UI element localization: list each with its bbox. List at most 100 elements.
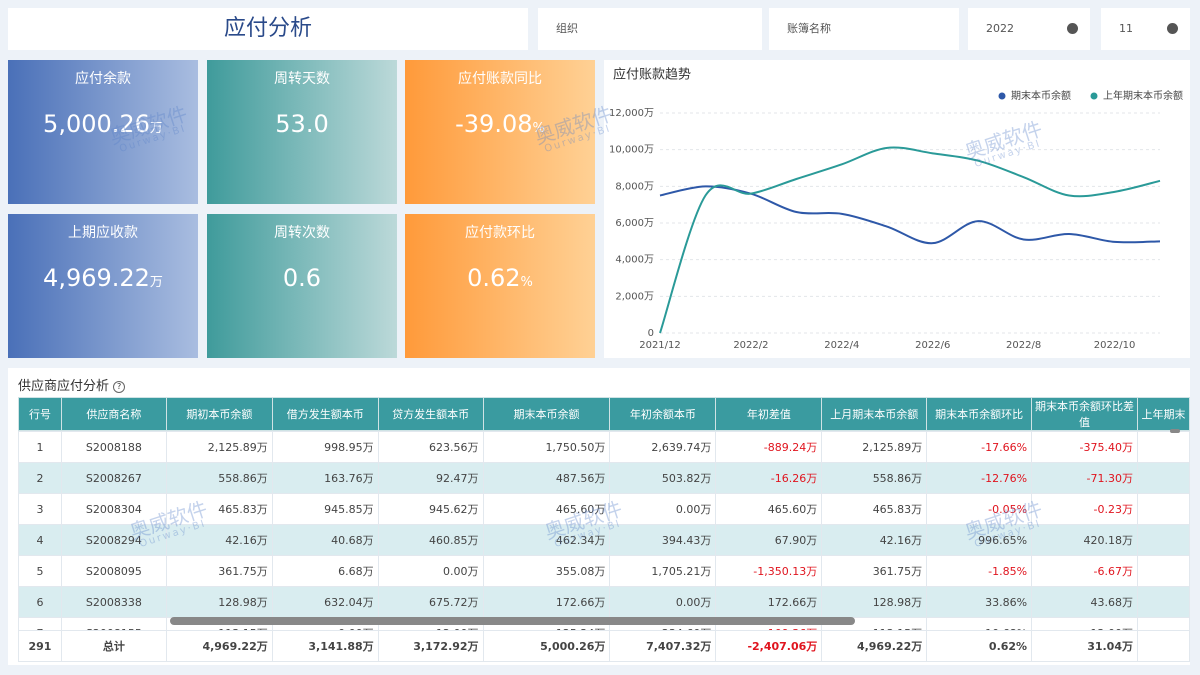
table-cell: 2,125.89万 [821,431,928,463]
filter-value: 11 [1119,22,1133,35]
table-cell: 总计 [60,630,167,662]
table-cell: -2,407.06万 [715,630,823,662]
table-cell: 43.68万 [1031,586,1138,618]
column-header: 期末本币余额环比差值 [1031,397,1138,431]
table-cell: S2008338 [60,586,167,618]
table-body: 1 S2008188 2,125.89万 998.95万 623.56万 1,750.50… [18,431,1190,630]
table-cell: 40.68万 [271,524,379,556]
table-cell: 487.56万 [482,462,611,494]
kpi-unit: 万 [149,121,163,136]
table-cell: 465.83万 [821,493,928,525]
kpi-card: 应付账款同比 -39.08% [405,60,595,204]
table-cell: 12.00万 [1031,617,1138,630]
clear-button[interactable] [1167,23,1178,34]
table-cell: -889.24万 [715,431,823,463]
clear-button[interactable] [1067,23,1078,34]
kpi-card: 周转次数 0.6 [207,214,397,358]
table-cell: 558.86万 [165,462,273,494]
table-cell: S2008267 [60,462,167,494]
table-cell: -71.30万 [1031,462,1138,494]
y-tick-label: 12,000万 [609,108,654,119]
scrollbar[interactable] [1170,429,1180,433]
series-line [659,146,1161,334]
kpi-card: 应付款环比 0.62% [405,214,595,358]
table-cell: 172.66万 [715,586,823,618]
kpi-value: -39.08% [405,110,595,138]
y-tick-label: 4,000万 [615,255,654,266]
table-cell: 7,407.32万 [609,630,717,662]
column-header: 供应商名称 [60,397,167,431]
kpi-label: 上期应收款 [68,225,138,241]
table-cell: 128.98万 [821,586,928,618]
x-tick-label: 2021/12 [639,340,681,351]
table-cell: 945.62万 [377,493,484,525]
kpi-number: -39.08 [455,110,533,138]
column-header: 期末本币余额 [482,397,611,431]
table-cell [1136,617,1190,630]
table-cell: 128.98万 [165,586,273,618]
table-cell [1136,586,1190,618]
kpi-number: 0.62 [467,264,521,292]
kpi-label: 周转次数 [274,225,330,241]
series-line [659,185,1161,245]
table-cell: 6 [18,586,62,618]
table-cell: 0.62% [926,630,1033,662]
column-header: 上年期末 [1137,397,1190,431]
table-cell: S2008304 [60,493,167,525]
column-header: 贷方发生额本币 [377,397,484,431]
table-cell [1136,462,1190,494]
filter[interactable]: 组织 [538,8,762,50]
kpi-card: 周转天数 53.0 [207,60,397,204]
chart: 应付账款趋势 0 2,000万 4,000万 6,000万 8,000万 10,000万 1… [604,60,1190,358]
table-cell: 31.04万 [1031,630,1138,662]
filter[interactable]: 账簿名称 [769,8,959,50]
table-cell: S2008155 [60,617,167,630]
table-cell: 462.34万 [482,524,611,556]
table-cell: 7 [18,617,62,630]
table-cell: 0.00万 [609,493,717,525]
scrollbar[interactable] [170,617,855,625]
table-cell: 42.16万 [165,524,273,556]
column-header: 年初余额本币 [609,397,717,431]
table-cell: 3,141.88万 [271,630,379,662]
table-foot: 291 总计 4,969.22万 3,141.88万 3,172.92万 5,000.26… [18,630,1190,662]
y-tick-label: 8,000万 [615,181,654,192]
table-cell: 0.00万 [609,586,717,618]
x-tick-label: 2022/4 [824,340,859,351]
x-tick-label: 2022/10 [1094,340,1136,351]
table-cell: S2008095 [60,555,167,587]
table-cell: -0.23万 [1031,493,1138,525]
table-cell: 3,172.92万 [377,630,484,662]
table-row: 6 S2008338 128.98万 632.04万 675.72万 172.66万 0.0… [18,586,1190,618]
filter[interactable]: 2022 [968,8,1090,50]
kpi-label: 周转天数 [274,71,330,87]
table-cell: -12.76% [926,462,1033,494]
table-cell: 465.60万 [715,493,823,525]
table-cell: 420.18万 [1031,524,1138,556]
kpi-label: 应付账款同比 [458,71,542,87]
table-cell: -17.66% [926,431,1033,463]
help-icon[interactable]: ? [113,380,126,393]
table-cell: 92.47万 [377,462,484,494]
table-row: 3 S2008304 465.83万 945.85万 945.62万 465.60万 0.0… [18,493,1190,525]
table-title-text: 供应商应付分析 [18,379,110,394]
column-header: 上月期末本币余额 [821,397,928,431]
kpi-number: 0.6 [282,264,322,292]
table-cell [1136,431,1190,463]
table-cell: 1 [18,431,62,463]
table-cell: -0.05% [926,493,1033,525]
table-row: 4 S2008294 42.16万 40.68万 460.85万 462.34万 394.4… [18,524,1190,556]
column-header: 年初差值 [715,397,823,431]
table-cell: 945.85万 [271,493,379,525]
filter[interactable]: 11 [1101,8,1190,50]
kpi-card: 上期应收款 4,969.22万 [8,214,198,358]
table-cell: 465.83万 [165,493,273,525]
kpi-card: 应付余款 5,000.26万 [8,60,198,204]
table-cell: 5,000.26万 [482,630,611,662]
table-cell: 291 [18,630,62,662]
kpi-label: 应付余款 [75,71,131,87]
table-cell: 4 [18,524,62,556]
kpi-value: 0.6 [207,264,397,292]
data-table: 行号 供应商名称 期初本币余额 借方发生额本币 贷方发生额本币 期末本币余额 年初余额本币年… [18,397,1190,665]
table-cell: 3 [18,493,62,525]
